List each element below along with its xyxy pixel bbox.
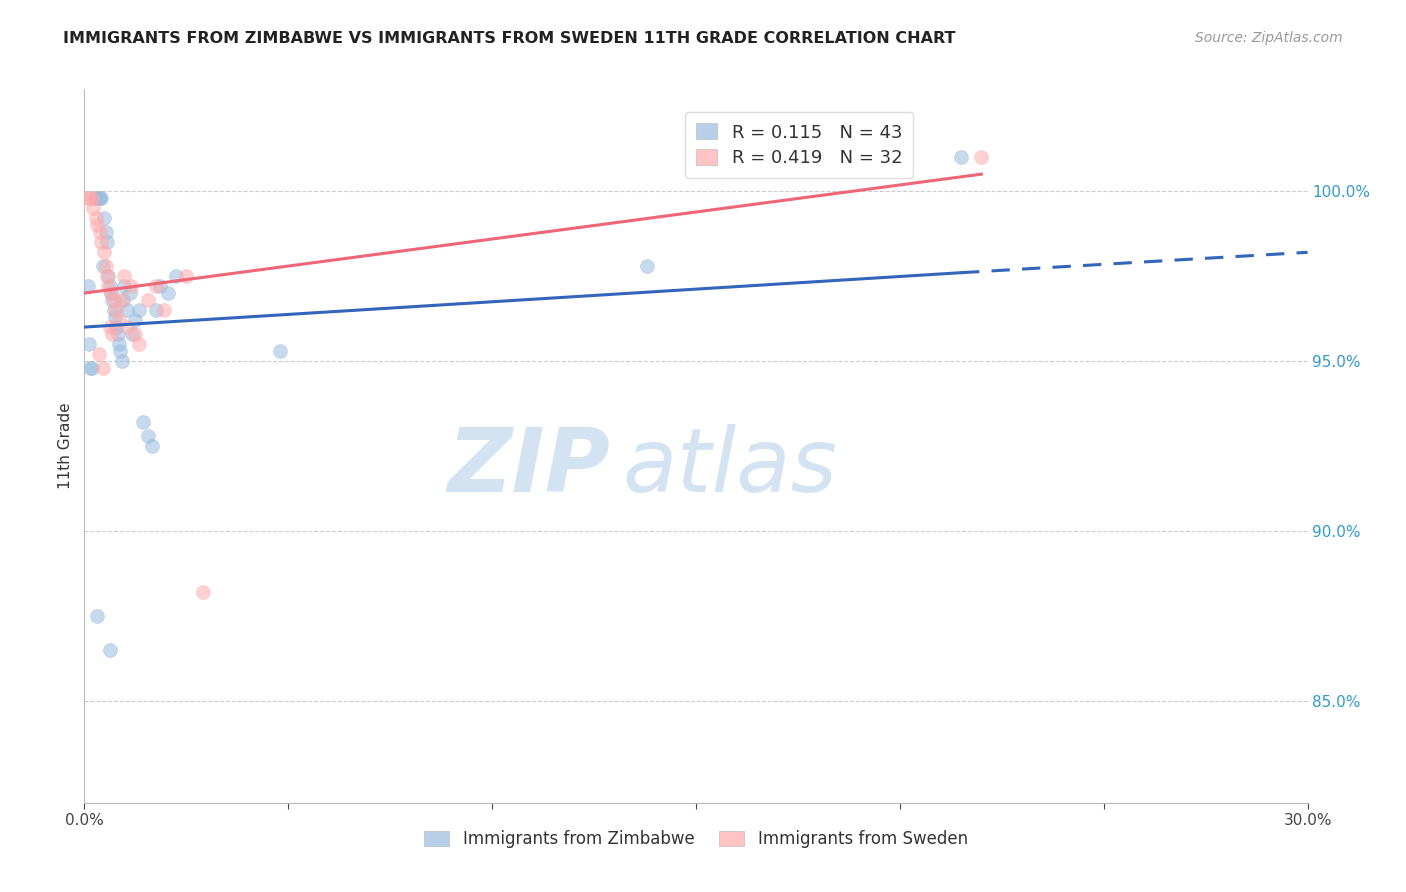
Point	[80, 191, 103, 205]
Point	[97, 269, 120, 284]
Point	[98, 320, 121, 334]
Point	[111, 293, 134, 307]
Point	[103, 293, 125, 307]
Point	[93, 211, 115, 226]
Point	[91, 360, 114, 375]
Point	[77, 337, 100, 351]
Point	[124, 313, 146, 327]
Text: Source: ZipAtlas.com: Source: ZipAtlas.com	[1195, 31, 1343, 45]
Point	[136, 429, 159, 443]
Point	[100, 286, 122, 301]
Point	[149, 279, 172, 293]
Point	[91, 259, 114, 273]
Point	[101, 326, 124, 341]
Point	[94, 259, 117, 273]
Point	[108, 313, 131, 327]
Point	[110, 343, 132, 358]
Text: atlas: atlas	[623, 425, 838, 510]
Point	[105, 320, 128, 334]
Point	[636, 259, 658, 273]
Point	[132, 415, 155, 429]
Point	[100, 286, 122, 301]
Point	[191, 585, 214, 599]
Point	[104, 310, 127, 324]
Point	[89, 225, 111, 239]
Point	[112, 279, 135, 293]
Point	[153, 303, 176, 318]
Point	[96, 235, 118, 249]
Point	[82, 201, 104, 215]
Point	[103, 303, 125, 318]
Point	[80, 360, 103, 375]
Point	[105, 303, 128, 318]
Point	[128, 303, 150, 318]
Point	[83, 191, 105, 205]
Point	[98, 279, 121, 293]
Point	[86, 218, 108, 232]
Point	[108, 337, 131, 351]
Text: ZIP: ZIP	[447, 424, 610, 511]
Point	[101, 293, 124, 307]
Point	[84, 191, 107, 205]
Point	[174, 269, 197, 284]
Point	[145, 279, 167, 293]
Point	[76, 279, 98, 293]
Point	[84, 211, 107, 226]
Point	[128, 337, 150, 351]
Point	[98, 643, 121, 657]
Point	[120, 279, 142, 293]
Point	[87, 191, 110, 205]
Point	[79, 360, 101, 375]
Point	[124, 326, 146, 341]
Point	[970, 150, 993, 164]
Point	[115, 320, 138, 334]
Text: IMMIGRANTS FROM ZIMBABWE VS IMMIGRANTS FROM SWEDEN 11TH GRADE CORRELATION CHART: IMMIGRANTS FROM ZIMBABWE VS IMMIGRANTS F…	[63, 31, 956, 46]
Legend: Immigrants from Zimbabwe, Immigrants from Sweden: Immigrants from Zimbabwe, Immigrants fro…	[418, 824, 974, 855]
Point	[94, 225, 117, 239]
Point	[112, 269, 135, 284]
Point	[76, 191, 98, 205]
Point	[97, 279, 120, 293]
Point	[156, 286, 179, 301]
Point	[77, 191, 100, 205]
Point	[145, 303, 167, 318]
Point	[165, 269, 187, 284]
Point	[96, 269, 118, 284]
Point	[269, 343, 291, 358]
Point	[90, 235, 112, 249]
Y-axis label: 11th Grade: 11th Grade	[58, 402, 73, 490]
Point	[93, 245, 115, 260]
Point	[90, 191, 112, 205]
Point	[87, 347, 110, 361]
Point	[141, 439, 163, 453]
Point	[89, 191, 111, 205]
Point	[136, 293, 159, 307]
Point	[121, 326, 143, 341]
Point	[950, 150, 973, 164]
Point	[111, 354, 134, 368]
Point	[107, 326, 129, 341]
Point	[86, 608, 108, 623]
Point	[118, 286, 141, 301]
Point	[112, 293, 135, 307]
Point	[115, 303, 138, 318]
